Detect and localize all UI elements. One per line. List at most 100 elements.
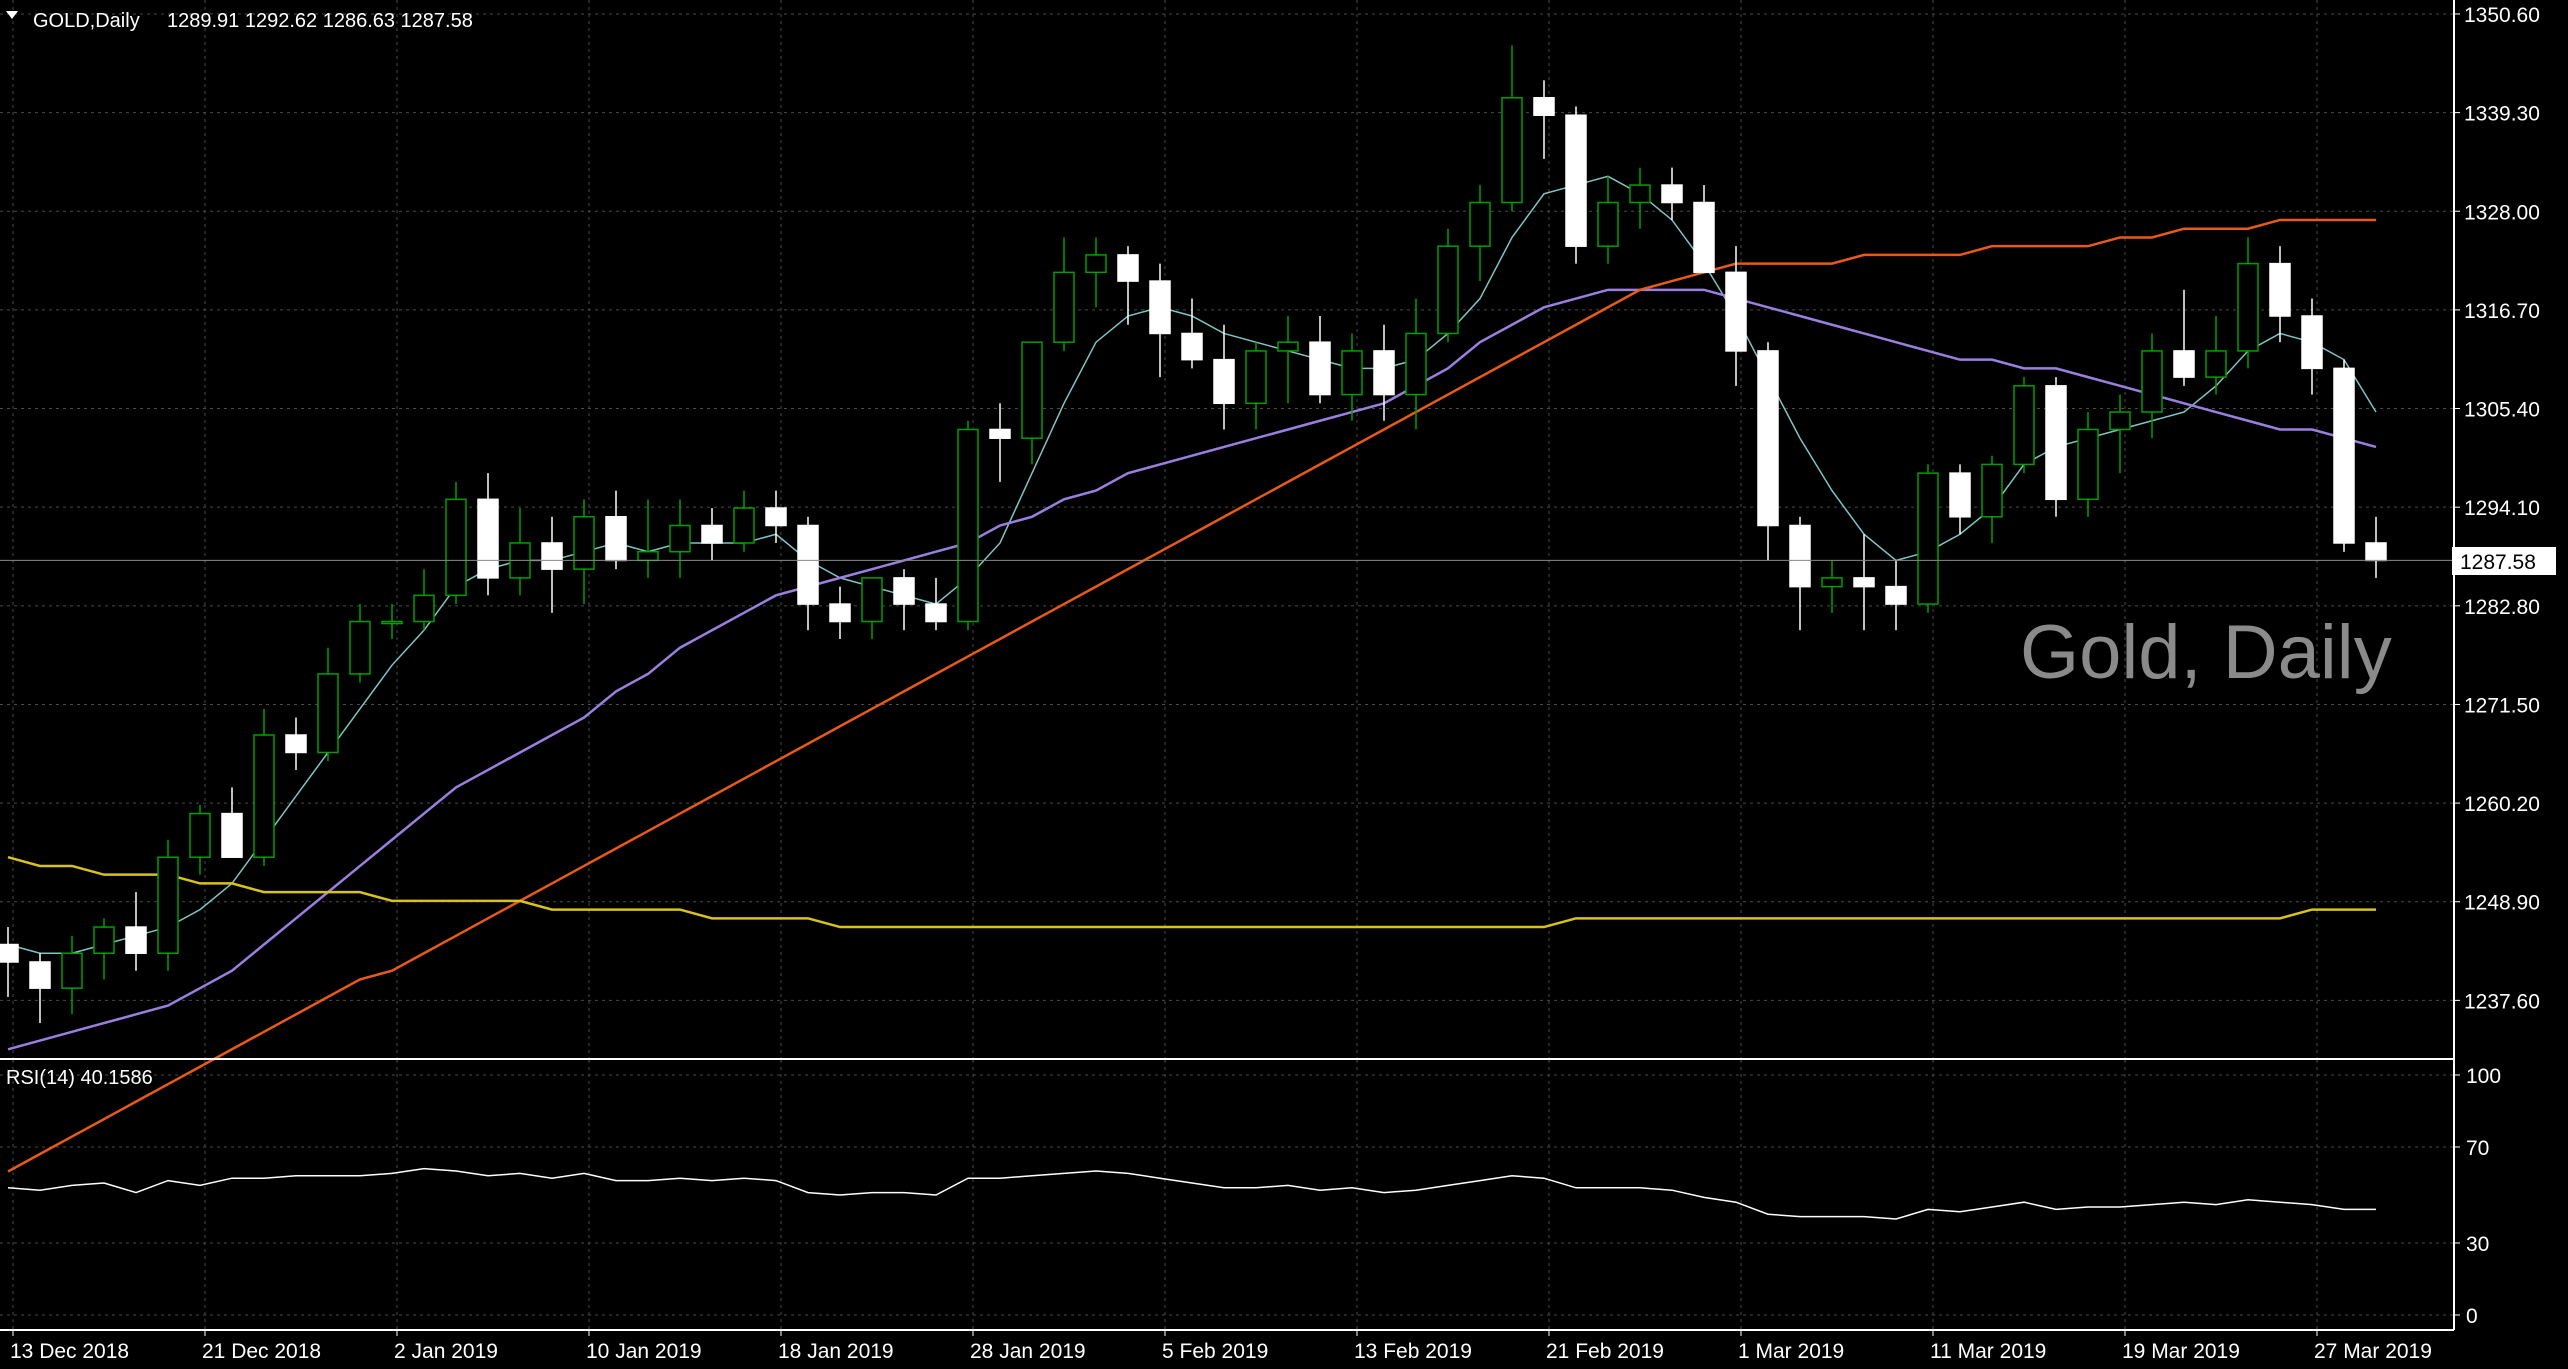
- candle: [2109, 394, 2131, 474]
- candle: [1085, 237, 1107, 308]
- price-axis-label: 1248.90: [2464, 892, 2540, 915]
- candle: [1117, 246, 1139, 325]
- candle: [0, 927, 19, 997]
- price-axis-label: 1260.20: [2464, 793, 2540, 816]
- candle: [1181, 298, 1203, 369]
- candle: [317, 647, 339, 762]
- candle-body: [1917, 472, 1939, 605]
- candle: [2077, 412, 2099, 517]
- candle-body: [253, 734, 275, 858]
- candle-body: [2013, 385, 2035, 466]
- candle: [1597, 176, 1619, 264]
- candle-body: [1885, 585, 1907, 605]
- candle: [1277, 316, 1299, 404]
- candle: [285, 717, 307, 770]
- chart-symbol-title: GOLD,Daily: [33, 10, 140, 32]
- candle-body: [445, 498, 467, 597]
- date-axis-label: 19 Mar 2019: [2122, 1340, 2240, 1363]
- candle-body: [93, 926, 115, 954]
- candle: [1565, 106, 1587, 264]
- candle: [1981, 455, 2003, 543]
- price-axis-label: 1282.80: [2464, 596, 2540, 619]
- candle: [1213, 324, 1235, 430]
- rsi-axis-label: 100: [2466, 1065, 2501, 1088]
- candle-body: [1469, 201, 1491, 247]
- candle: [125, 892, 147, 971]
- candle-body: [2333, 367, 2355, 544]
- candle-body: [829, 603, 851, 623]
- candle-body: [2237, 262, 2259, 352]
- date-axis-label: 21 Dec 2018: [202, 1340, 321, 1363]
- candle: [29, 953, 51, 1024]
- last-price-box: [2452, 547, 2556, 575]
- candle: [765, 490, 787, 543]
- candle: [1629, 167, 1651, 229]
- candle-body: [797, 524, 819, 605]
- candle: [381, 604, 403, 639]
- date-axis-label: 27 Mar 2019: [2314, 1340, 2432, 1363]
- candle-body: [221, 812, 243, 858]
- candle-body: [925, 603, 947, 623]
- candle-body: [637, 550, 659, 562]
- candle-body: [669, 524, 691, 553]
- candle-body: [2173, 350, 2195, 378]
- candle: [1245, 342, 1267, 430]
- candle-body: [1117, 254, 1139, 282]
- last-price-marker: 1287.58: [2452, 547, 2556, 575]
- date-axis-label: 2 Jan 2019: [394, 1340, 498, 1363]
- date-axis-label: 13 Dec 2018: [10, 1340, 129, 1363]
- candle-body: [157, 856, 179, 954]
- candle: [957, 420, 979, 631]
- candle-body: [2077, 428, 2099, 501]
- candle-body: [125, 926, 147, 954]
- candle-body: [573, 516, 595, 570]
- candle-body: [1149, 280, 1171, 335]
- candle: [669, 499, 691, 578]
- rsi-axis-label: 0: [2466, 1305, 2478, 1328]
- candle: [477, 473, 499, 596]
- candle-body: [317, 673, 339, 754]
- price-axis-label: 1339.30: [2464, 103, 2540, 126]
- candle-body: [1501, 97, 1523, 204]
- candle: [1021, 341, 1043, 465]
- candle: [541, 516, 563, 613]
- candle-body: [733, 507, 755, 544]
- candle-body: [61, 952, 83, 989]
- candle: [893, 569, 915, 631]
- candle: [733, 490, 755, 552]
- price-axis-label: 1350.60: [2464, 4, 2540, 27]
- candle: [189, 804, 211, 875]
- date-axis-label: 1 Mar 2019: [1738, 1340, 1844, 1363]
- candle-body: [701, 524, 723, 544]
- date-axis-label: 28 Jan 2019: [970, 1340, 1086, 1363]
- candle: [925, 577, 947, 631]
- candle-body: [1661, 184, 1683, 204]
- candle: [93, 918, 115, 980]
- candle-body: [285, 734, 307, 754]
- candle-body: [1245, 350, 1267, 405]
- candle: [1949, 464, 1971, 535]
- candle-body: [765, 507, 787, 527]
- last-price-label: 1287.58: [2460, 551, 2536, 574]
- candle: [2205, 316, 2227, 395]
- candle: [861, 577, 883, 639]
- symbol-dropdown-icon[interactable]: [6, 11, 18, 19]
- candle-body: [893, 577, 915, 605]
- grid: [0, 0, 2454, 1330]
- candle-body: [189, 812, 211, 858]
- candle-body: [2109, 411, 2131, 431]
- candle: [157, 839, 179, 971]
- candle: [413, 569, 435, 631]
- candle: [1053, 237, 1075, 351]
- candles: [0, 45, 2454, 1024]
- watermark-text: Gold, Daily: [2020, 610, 2392, 695]
- ohlc-readout: 1289.91 1292.62 1286.63 1287.58: [167, 10, 473, 32]
- date-axis-label: 11 Mar 2019: [1930, 1340, 2046, 1363]
- candle-body: [1725, 271, 1747, 352]
- candle: [1309, 316, 1331, 404]
- candle-body: [1053, 271, 1075, 343]
- candle: [2013, 377, 2035, 474]
- candle-body: [2269, 262, 2291, 317]
